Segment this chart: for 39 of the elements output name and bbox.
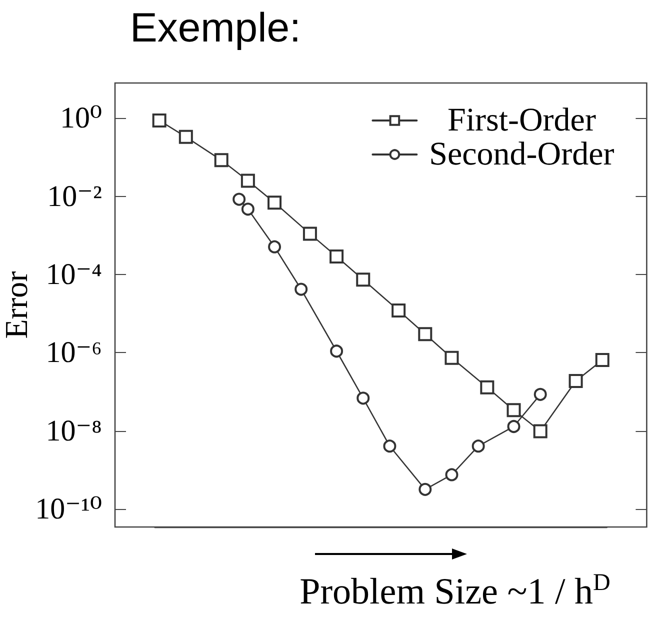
point bbox=[472, 440, 485, 453]
point bbox=[534, 388, 547, 401]
point bbox=[178, 130, 193, 144]
chart-title: Exemple: bbox=[130, 4, 301, 50]
y-tick-label: 10⁻² bbox=[47, 180, 102, 213]
point bbox=[418, 482, 432, 496]
point bbox=[533, 424, 548, 438]
point bbox=[330, 344, 344, 358]
y-tick-label: 10⁻⁸ bbox=[46, 414, 102, 448]
point bbox=[294, 282, 308, 296]
point bbox=[268, 240, 282, 254]
y-tick-label: 10⁻⁶ bbox=[46, 336, 102, 370]
point bbox=[595, 353, 610, 368]
legend-label: Second-Order bbox=[429, 136, 614, 172]
point bbox=[392, 304, 406, 318]
point bbox=[240, 174, 255, 188]
point bbox=[507, 420, 520, 433]
point bbox=[506, 403, 521, 418]
legend-label: First-Order bbox=[447, 102, 596, 138]
point bbox=[214, 153, 228, 168]
point bbox=[480, 380, 494, 394]
point bbox=[152, 113, 166, 128]
y-tick-label: 10⁰ bbox=[60, 102, 102, 135]
point bbox=[568, 374, 583, 388]
point bbox=[356, 392, 370, 405]
x-axis-title: Problem Size ~1 / h$^{D}$ bbox=[300, 569, 610, 614]
point bbox=[444, 350, 459, 365]
y-tick-label: 10⁻¹⁰ bbox=[35, 492, 102, 526]
point bbox=[330, 249, 344, 264]
y-tick-label: 10⁻⁴ bbox=[46, 258, 102, 292]
point bbox=[356, 272, 370, 287]
point bbox=[445, 468, 458, 482]
point bbox=[302, 226, 317, 241]
point bbox=[383, 440, 396, 453]
point bbox=[418, 327, 432, 342]
point bbox=[268, 196, 282, 210]
point bbox=[241, 202, 254, 216]
y-axis-title: Error bbox=[0, 270, 34, 339]
point bbox=[232, 192, 246, 206]
